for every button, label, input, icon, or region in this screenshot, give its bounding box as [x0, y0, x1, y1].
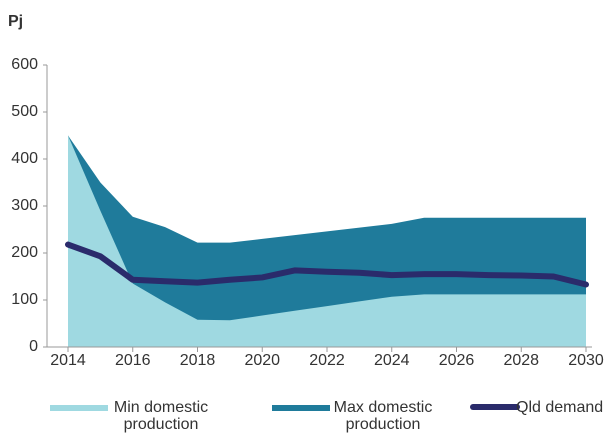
y-tick-label: 200: [11, 244, 38, 261]
y-tick-label: 600: [11, 56, 38, 73]
area: [68, 135, 586, 347]
x-tick-label: 2018: [180, 352, 216, 369]
x-tick-label: 2028: [503, 352, 539, 369]
area: [68, 135, 586, 347]
legend-swatch: [470, 404, 520, 410]
x-tick-label: 2016: [115, 352, 151, 369]
demand-line: [65, 241, 589, 288]
x-tick-label: 2020: [244, 352, 280, 369]
y-tick-label: 0: [29, 338, 38, 355]
y-tick-label: 300: [11, 197, 38, 214]
x-tick-label: 2014: [50, 352, 86, 369]
x-tick-label: 2030: [568, 352, 604, 369]
legend-label: Qld demand: [516, 399, 604, 416]
legend-label: Max domestic production: [333, 399, 433, 433]
legend-swatch: [50, 405, 108, 411]
x-tick-label: 2026: [439, 352, 475, 369]
legend-swatch: [272, 405, 330, 411]
y-axis-label: Pj: [8, 13, 23, 30]
x-tick-label: 2022: [309, 352, 345, 369]
x-tick-label: 2024: [374, 352, 410, 369]
y-tick-label: 400: [11, 150, 38, 167]
y-tick-label: 100: [11, 291, 38, 308]
legend-label: Min domestic production: [113, 399, 209, 433]
y-tick-label: 500: [11, 103, 38, 120]
